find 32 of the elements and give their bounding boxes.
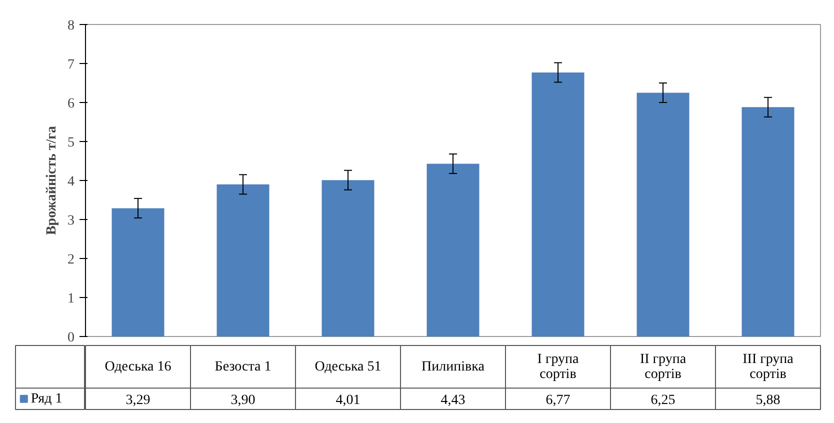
bar bbox=[742, 107, 794, 336]
legend-label: Ряд 1 bbox=[30, 391, 62, 406]
x-tick-label: Одеська 16 bbox=[104, 359, 172, 374]
data-label: 4,43 bbox=[440, 392, 466, 408]
y-tick-label: 1 bbox=[68, 292, 74, 306]
y-tick-label: 5 bbox=[68, 136, 74, 150]
x-tick-label: Безоста 1 bbox=[214, 359, 272, 374]
y-tick-label: 8 bbox=[68, 18, 74, 34]
data-label: 6,77 bbox=[546, 392, 570, 408]
y-tick-label: 0 bbox=[68, 330, 74, 346]
y-tick-label: 2 bbox=[68, 252, 74, 268]
x-tick-label: II група сортів bbox=[640, 352, 687, 382]
bar bbox=[322, 180, 374, 336]
y-tick-label: 6 bbox=[68, 96, 74, 112]
bar bbox=[216, 184, 270, 336]
y-tick-label: 7 bbox=[68, 58, 74, 72]
bar bbox=[532, 72, 584, 336]
x-tick-label: I група сортів bbox=[537, 352, 580, 382]
data-label: 3,29 bbox=[126, 392, 150, 408]
bar bbox=[426, 164, 480, 336]
x-tick-label: III група сортів bbox=[742, 352, 794, 382]
y-tick-label: 3 bbox=[68, 214, 74, 228]
y-axis-title: Врожайність т/га bbox=[44, 126, 60, 236]
bar bbox=[112, 208, 164, 336]
data-label: 4,01 bbox=[336, 392, 360, 408]
data-label: 6,25 bbox=[650, 392, 676, 408]
bar bbox=[636, 92, 690, 336]
x-tick-label: Пилипівка bbox=[422, 359, 486, 374]
data-label: 3,90 bbox=[230, 392, 256, 408]
data-label: 5,88 bbox=[756, 392, 780, 408]
x-tick-label: Одеська 51 bbox=[314, 359, 382, 374]
y-tick-label: 4 bbox=[68, 174, 74, 190]
